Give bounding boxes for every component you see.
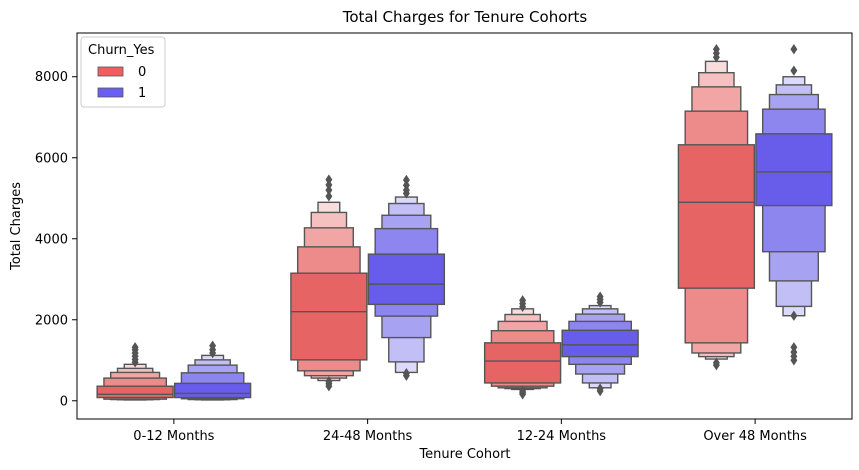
- y-tick-label: 2000: [35, 313, 68, 328]
- legend-swatch-0: [97, 66, 124, 77]
- boxen-group-3-series-0: [677, 43, 756, 371]
- outlier-point: [402, 174, 410, 186]
- outlier-point: [790, 65, 798, 76]
- legend-swatch-1: [97, 87, 124, 98]
- outlier-point: [325, 184, 333, 196]
- boxen-group-0-series-1: [173, 340, 252, 401]
- y-tick-label: 8000: [35, 70, 68, 85]
- boxen-group-0-series-0: [96, 342, 174, 401]
- box-level-0: [173, 382, 252, 399]
- y-tick-label: 4000: [35, 232, 68, 247]
- boxen-group-1-series-1: [367, 174, 446, 381]
- box-level-0: [677, 144, 756, 289]
- legend-label-1: 1: [138, 86, 146, 101]
- outlier-point: [790, 342, 798, 353]
- plot-area: [96, 43, 833, 401]
- outlier-point: [596, 291, 604, 302]
- outlier-point: [402, 180, 410, 191]
- box-level-0: [96, 385, 174, 399]
- plot-frame: [76, 32, 853, 420]
- y-tick-label: 0: [60, 394, 68, 409]
- box-level-0: [367, 253, 446, 306]
- axes: 0 2000 4000 6000 8000 0-12 Months 24-48 Months…: [35, 70, 807, 444]
- outlier-point: [209, 340, 217, 351]
- x-tick-label: Over 48 Months: [703, 429, 807, 444]
- outlier-point: [402, 368, 410, 379]
- legend-label-0: 0: [138, 65, 146, 80]
- outlier-point: [325, 174, 333, 185]
- outlier-point: [712, 43, 720, 55]
- outlier-point: [519, 385, 527, 397]
- outlier-point: [712, 357, 720, 368]
- boxen-group-2-series-0: [483, 295, 562, 400]
- x-axis-title: Tenure Cohort: [418, 447, 510, 462]
- outlier-point: [325, 191, 333, 202]
- box-level-0: [755, 133, 833, 207]
- outlier-point: [519, 295, 527, 306]
- chart-title: Total Charges for Tenure Cohorts: [342, 8, 588, 26]
- box-level-0: [290, 272, 368, 361]
- x-tick-label: 24-48 Months: [323, 429, 413, 444]
- boxen-group-1-series-0: [290, 174, 368, 392]
- outlier-point: [790, 310, 798, 321]
- x-tick-label: 0-12 Months: [133, 429, 214, 444]
- legend: Churn_Yes 0 1: [80, 36, 166, 108]
- y-axis-title: Total Charges: [9, 182, 24, 271]
- outlier-point: [325, 179, 333, 191]
- legend-title: Churn_Yes: [88, 43, 155, 58]
- y-tick-label: 6000: [35, 151, 68, 166]
- box-level-0: [483, 342, 562, 384]
- outlier-point: [325, 376, 333, 387]
- outlier-point: [596, 383, 604, 394]
- boxen-group-3-series-1: [755, 43, 833, 366]
- box-level-0: [561, 329, 639, 358]
- outlier-point: [790, 43, 798, 55]
- x-tick-label: 12-24 Months: [517, 429, 607, 444]
- outlier-point: [131, 342, 139, 353]
- boxen-group-2-series-1: [561, 291, 639, 397]
